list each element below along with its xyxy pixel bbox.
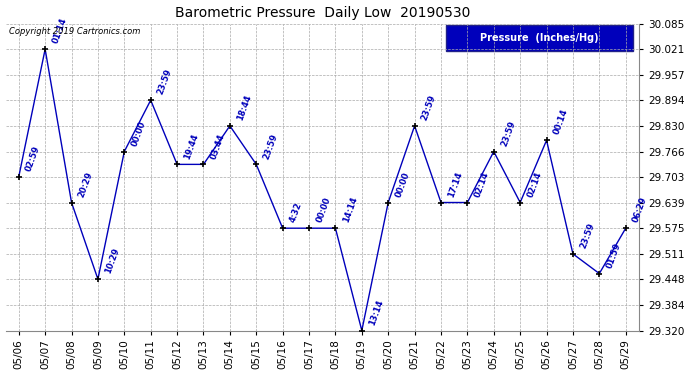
Text: 10:29: 10:29 (104, 247, 121, 275)
Text: 23:59: 23:59 (578, 222, 596, 250)
Text: 23:59: 23:59 (262, 132, 279, 160)
Text: 00:00: 00:00 (130, 120, 148, 147)
Text: 02:59: 02:59 (24, 144, 42, 172)
Text: 06:29: 06:29 (631, 196, 649, 224)
Text: 13:14: 13:14 (367, 298, 385, 326)
Text: 23:59: 23:59 (156, 68, 174, 96)
Text: 20:29: 20:29 (77, 170, 95, 198)
Text: 19:44: 19:44 (183, 132, 200, 160)
Text: 03:44: 03:44 (209, 132, 226, 160)
Text: 18:44: 18:44 (235, 93, 253, 122)
FancyBboxPatch shape (446, 25, 633, 51)
Text: 00:00: 00:00 (394, 171, 411, 198)
Text: 4:32: 4:32 (288, 201, 304, 224)
Text: 01:14: 01:14 (50, 17, 68, 45)
Text: 01:59: 01:59 (605, 241, 622, 269)
Text: 14:14: 14:14 (341, 196, 359, 224)
Title: Barometric Pressure  Daily Low  20190530: Barometric Pressure Daily Low 20190530 (175, 6, 470, 20)
Text: Pressure  (Inches/Hg): Pressure (Inches/Hg) (480, 33, 598, 43)
Text: Copyright 2019 Cartronics.com: Copyright 2019 Cartronics.com (9, 27, 140, 36)
Text: 02:14: 02:14 (473, 170, 491, 198)
Text: 02:14: 02:14 (526, 170, 543, 198)
Text: 23:59: 23:59 (420, 94, 437, 122)
Text: 17:14: 17:14 (446, 170, 464, 198)
Text: 00:14: 00:14 (552, 108, 570, 136)
Text: 00:00: 00:00 (315, 196, 332, 224)
Text: 23:59: 23:59 (500, 119, 517, 147)
